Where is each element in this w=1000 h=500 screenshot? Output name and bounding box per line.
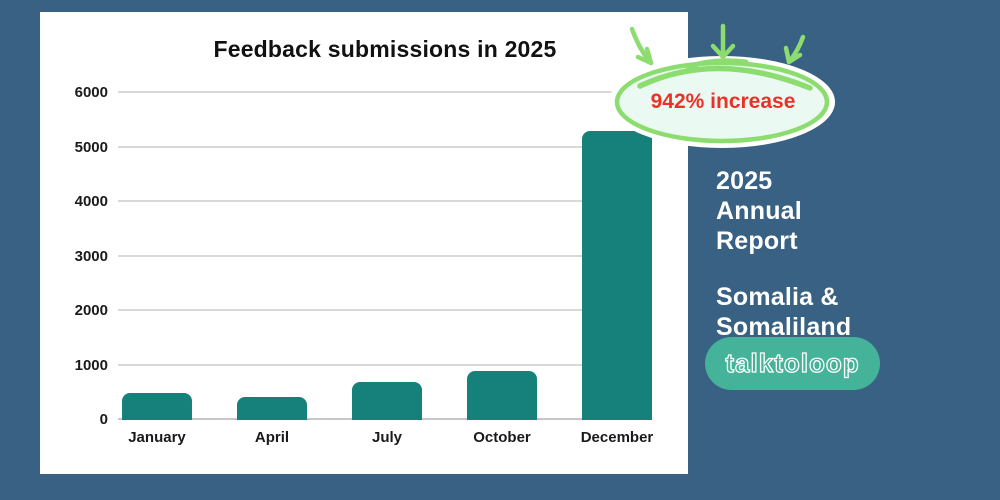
gridline <box>118 200 652 202</box>
report-title-line: Report <box>716 227 798 255</box>
highlight-oval-dash <box>685 58 749 70</box>
x-tick-label: December <box>580 429 654 446</box>
gridline <box>118 145 652 148</box>
chart-title: Feedback submissions in 2025 <box>213 36 557 62</box>
x-tick-label: October <box>473 429 531 446</box>
bar-october <box>467 370 537 420</box>
region-title-line: Somalia & <box>716 283 839 311</box>
region-title-line: Somaliland <box>716 313 852 341</box>
y-tick-label: 1000 <box>74 356 108 374</box>
gridline <box>118 254 652 257</box>
y-tick-label: 2000 <box>74 302 108 319</box>
x-tick-label: January <box>128 429 186 446</box>
gridline <box>118 91 652 93</box>
report-title-line: Annual <box>716 197 802 225</box>
plot-area: 0 1000 2000 3000 4000 5000 6000 January April Jul… <box>75 84 654 446</box>
talktoloop-logo: talktoloop <box>705 337 880 390</box>
gridline <box>118 309 652 311</box>
arrow-down-left-icon <box>783 34 806 65</box>
y-tick-label: 5000 <box>74 138 108 156</box>
report-title: 2025 Annual Report <box>716 166 802 256</box>
report-title-line: 2025 <box>716 167 773 195</box>
bar-december <box>582 131 652 420</box>
y-tick-label: 6000 <box>74 84 108 101</box>
y-tick-label: 3000 <box>74 247 108 265</box>
x-tick-label: July <box>371 429 402 446</box>
bar-july <box>352 381 422 420</box>
region-title: Somalia & Somaliland <box>716 282 851 342</box>
x-tick-label: April <box>254 429 290 446</box>
gridline <box>118 363 652 366</box>
y-tick-label: 4000 <box>74 193 108 210</box>
increase-badge: 942% increase <box>650 90 796 113</box>
arrow-down-icon <box>710 23 736 60</box>
bar-april <box>237 396 307 420</box>
chart-card: Feedback submissions in 2025 0 1000 2000 30… <box>40 12 688 474</box>
bar-january <box>122 392 192 420</box>
talktoloop-logo-label: talktoloop <box>725 347 860 378</box>
y-tick-label: 0 <box>99 411 108 428</box>
